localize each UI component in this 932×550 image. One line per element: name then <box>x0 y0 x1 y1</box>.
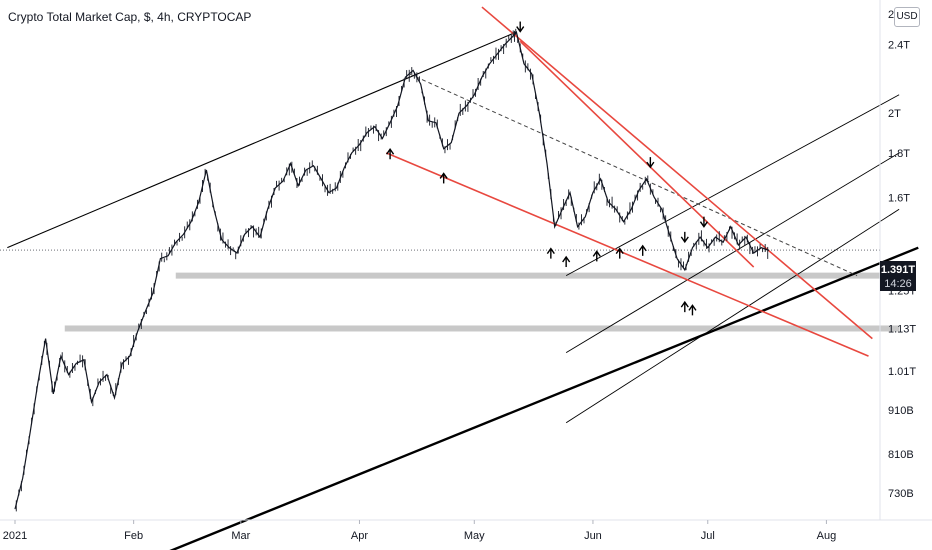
price-tick-label: 910B <box>888 405 914 417</box>
arrow-down-icon <box>516 21 525 33</box>
time-tick-label: Jun <box>584 530 602 542</box>
price-tick-label: 2T <box>888 108 901 120</box>
support-zone <box>175 272 892 279</box>
price-series <box>14 28 770 512</box>
time-tick-label: Aug <box>817 530 837 542</box>
support-zones <box>64 272 900 332</box>
arrow-up-icon <box>439 172 448 184</box>
arrow-up-icon <box>638 244 647 256</box>
arrow-up-icon <box>546 247 555 259</box>
support-zone <box>64 325 900 332</box>
arrow-up-icon <box>688 304 697 316</box>
pivot-arrows <box>386 21 709 316</box>
price-line <box>14 30 770 510</box>
arrow-up-icon <box>562 255 571 268</box>
red-trendline[interactable] <box>385 152 869 357</box>
dashed-resistance-line[interactable] <box>409 73 858 277</box>
red-trendline[interactable] <box>519 40 755 268</box>
price-tick-label: 1.13T <box>888 323 916 335</box>
arrow-up-icon <box>592 250 601 262</box>
trendlines <box>7 6 919 550</box>
channel-line[interactable] <box>565 208 900 424</box>
arrow-down-icon <box>680 231 689 244</box>
price-badge: 1.391T 14:26 <box>880 261 916 291</box>
price-badge-box <box>880 261 916 291</box>
arrow-up-icon <box>615 247 624 259</box>
time-tick-label: May <box>464 530 485 542</box>
price-tick-label: 2.4T <box>888 39 910 51</box>
black-trendline[interactable] <box>7 31 517 249</box>
channel-line[interactable] <box>565 94 900 277</box>
red-trendline[interactable] <box>481 6 873 340</box>
price-tick-label: 1.6T <box>888 192 910 204</box>
price-tick-label: 810B <box>888 449 914 461</box>
arrow-down-icon <box>646 157 655 169</box>
time-tick-label: Apr <box>351 530 368 542</box>
chart-title: Crypto Total Market Cap, $, 4h, CRYPTOCA… <box>8 10 252 24</box>
time-tick-label: Feb <box>124 530 143 542</box>
black-trendline[interactable] <box>168 246 919 550</box>
time-axis[interactable]: 2021 Feb Mar Apr May Jun Jul Aug <box>3 520 836 542</box>
currency-button[interactable]: USD <box>894 7 920 27</box>
time-tick-label: Jul <box>701 530 715 542</box>
time-tick-label: 2021 <box>3 530 27 542</box>
price-tick-label: 1.01T <box>888 366 916 378</box>
price-badge-countdown: 14:26 <box>884 278 912 290</box>
channel-line[interactable] <box>565 152 900 353</box>
arrow-down-icon <box>699 216 709 228</box>
arrow-up-icon <box>680 300 689 313</box>
price-badge-value: 1.391T <box>881 264 916 276</box>
arrow-up-icon <box>386 148 395 160</box>
time-tick-label: Mar <box>231 530 250 542</box>
price-tick-label: 730B <box>888 488 914 500</box>
price-tick-label: 1.8T <box>888 148 910 160</box>
